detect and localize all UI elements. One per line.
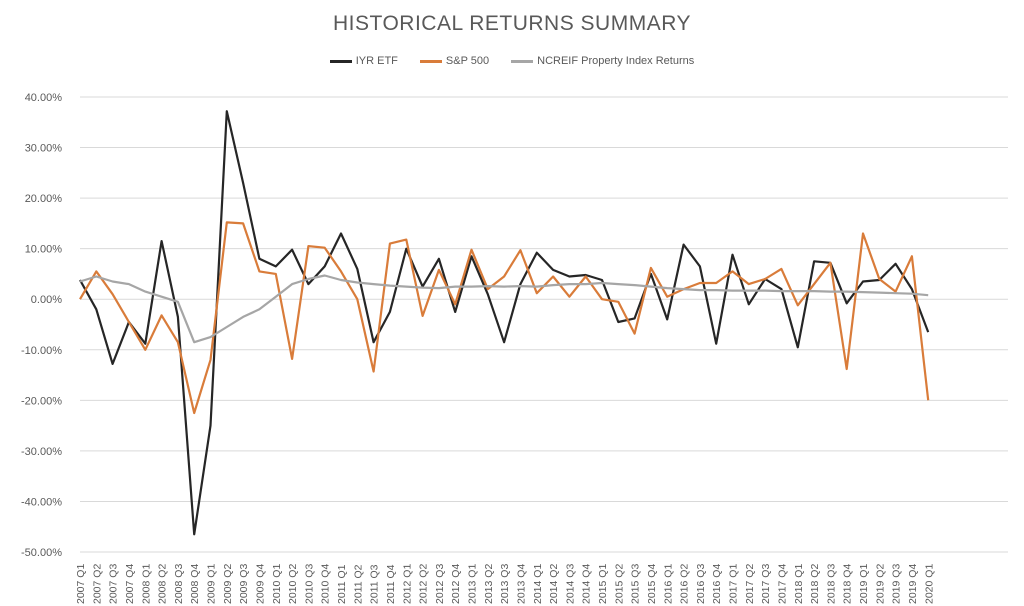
x-tick-label: 2017 Q2 — [744, 564, 756, 604]
x-tick-label: 2013 Q1 — [467, 564, 479, 604]
legend-label-sp500: S&P 500 — [445, 55, 490, 67]
y-tick-label: -50.00% — [21, 547, 62, 559]
x-tick-label: 2013 Q3 — [499, 564, 511, 604]
x-tick-label: 2013 Q2 — [483, 564, 495, 604]
y-tick-label: -40.00% — [21, 496, 62, 508]
x-tick-label: 2015 Q1 — [597, 564, 609, 604]
y-tick-label: 20.00% — [25, 193, 63, 205]
x-tick-label: 2018 Q1 — [793, 564, 805, 604]
x-tick-label: 2011 Q1 — [336, 564, 348, 604]
x-tick-label: 2015 Q3 — [630, 564, 642, 604]
legend: IYR ETF S&P 500 NCREIF Property Index Re… — [0, 55, 1024, 67]
legend-swatch-sp500 — [419, 59, 442, 63]
x-tick-label: 2011 Q3 — [369, 564, 381, 604]
x-tick-label: 2016 Q1 — [662, 564, 674, 604]
x-tick-label: 2008 Q4 — [189, 564, 201, 604]
x-tick-label: 2011 Q2 — [352, 564, 364, 604]
x-tick-label: 2016 Q2 — [679, 564, 691, 604]
series-line-0 — [79, 110, 930, 536]
x-tick-label: 2012 Q2 — [418, 564, 430, 604]
x-tick-label: 2015 Q4 — [646, 564, 658, 604]
x-tick-label: 2014 Q1 — [532, 564, 544, 604]
x-tick-label: 2019 Q3 — [891, 564, 903, 604]
x-tick-label: 2012 Q1 — [401, 564, 413, 604]
y-tick-label: -30.00% — [21, 446, 62, 458]
legend-swatch-ncreif — [511, 59, 534, 63]
x-tick-label: 2014 Q2 — [548, 564, 560, 604]
x-tick-label: 2009 Q4 — [254, 564, 266, 604]
x-tick-label: 2018 Q4 — [842, 564, 854, 604]
x-tick-label: 2019 Q4 — [907, 564, 919, 604]
x-tick-label: 2018 Q3 — [825, 564, 837, 604]
x-tick-label: 2019 Q2 — [874, 564, 886, 604]
x-tick-label: 2017 Q4 — [776, 564, 788, 604]
x-tick-label: 2007 Q4 — [124, 564, 136, 604]
y-tick-label: -10.00% — [21, 345, 62, 357]
y-tick-label: 40.00% — [25, 92, 63, 104]
y-tick-label: 30.00% — [25, 143, 63, 155]
x-tick-label: 2017 Q3 — [760, 564, 772, 604]
series-line-2 — [79, 274, 929, 344]
x-tick-label: 2017 Q1 — [728, 564, 740, 604]
series-line-1 — [79, 221, 930, 415]
x-tick-label: 2012 Q3 — [434, 564, 446, 604]
x-tick-label: 2020 Q1 — [923, 564, 935, 604]
legend-swatch-iyr-etf — [329, 59, 352, 63]
x-tick-label: 2015 Q2 — [613, 564, 625, 604]
x-tick-label: 2010 Q4 — [320, 564, 332, 604]
x-tick-label: 2012 Q4 — [450, 564, 462, 604]
y-axis-tick-labels: 40.00% 30.00% 20.00% 10.00% 0.00% -10.00% -20.… — [21, 92, 62, 559]
x-tick-label: 2008 Q1 — [140, 564, 152, 604]
x-tick-label: 2013 Q4 — [515, 564, 527, 604]
x-tick-label: 2018 Q2 — [809, 564, 821, 604]
x-tick-label: 2009 Q2 — [222, 564, 234, 604]
x-tick-label: 2009 Q1 — [206, 564, 218, 604]
legend-label-ncreif: NCREIF Property Index Returns — [537, 55, 695, 67]
x-tick-label: 2007 Q1 — [75, 564, 87, 604]
y-tick-label: -20.00% — [21, 395, 62, 407]
x-tick-label: 2010 Q1 — [271, 564, 283, 604]
x-tick-label: 2008 Q2 — [157, 564, 169, 604]
x-tick-label: 2007 Q3 — [108, 564, 120, 604]
y-tick-label: 10.00% — [25, 244, 63, 256]
x-tick-label: 2009 Q3 — [238, 564, 250, 604]
x-tick-label: 2010 Q3 — [303, 564, 315, 604]
legend-item-ncreif: NCREIF Property Index Returns — [511, 55, 694, 67]
gridlines — [80, 96, 1008, 553]
x-axis-tick-labels: 2007 Q1 2007 Q2 2007 Q3 2007 Q4 2008 Q1 2008 … — [75, 564, 935, 604]
x-tick-label: 2014 Q4 — [581, 564, 593, 604]
y-tick-label: 0.00% — [31, 294, 62, 306]
x-tick-label: 2019 Q1 — [858, 564, 870, 604]
legend-label-iyr-etf: IYR ETF — [355, 55, 398, 67]
x-tick-label: 2010 Q2 — [287, 564, 299, 604]
legend-item-iyr-etf: IYR ETF — [329, 55, 398, 67]
series-lines — [79, 110, 930, 536]
x-tick-label: 2014 Q3 — [564, 564, 576, 604]
x-tick-label: 2008 Q3 — [173, 564, 185, 604]
x-tick-label: 2016 Q3 — [695, 564, 707, 604]
chart-title: HISTORICAL RETURNS SUMMARY — [333, 12, 691, 35]
x-tick-label: 2016 Q4 — [711, 564, 723, 604]
x-tick-label: 2011 Q4 — [385, 564, 397, 604]
legend-item-sp500: S&P 500 — [419, 55, 490, 67]
x-tick-label: 2007 Q2 — [91, 564, 103, 604]
